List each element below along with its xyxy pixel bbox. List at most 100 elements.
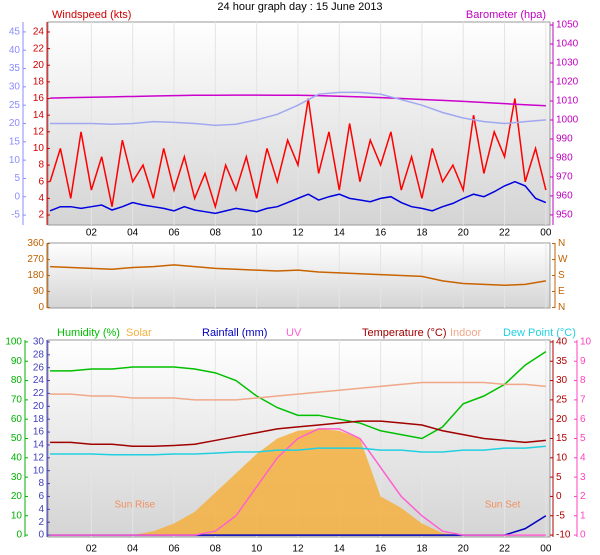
- y-tick-label: 50: [11, 433, 23, 444]
- y4-tick-label: 1: [580, 510, 586, 521]
- y2-tick-label: 1020: [556, 77, 579, 88]
- plot-area: [47, 242, 551, 309]
- y-axis-label: Windspeed (kts): [52, 9, 131, 21]
- y2-tick-label: 25: [556, 395, 568, 406]
- area: [50, 428, 546, 536]
- y3-tick-label: 40: [9, 45, 21, 56]
- y3-tick-label: 2: [38, 517, 44, 528]
- x-tick-label: 16: [375, 228, 387, 239]
- y2-tick-label: 980: [556, 153, 573, 164]
- y3-tick-label: 28: [33, 349, 45, 360]
- y-tick-label: 360: [27, 238, 44, 249]
- y4-tick-label: 6: [580, 414, 586, 425]
- y2-tick-label: 1050: [556, 20, 579, 31]
- y2-tick-label: 0: [556, 491, 562, 502]
- y-tick-label: 80: [11, 375, 23, 386]
- y4-tick-label: 7: [580, 395, 586, 406]
- y3-tick-label: 8: [38, 478, 44, 489]
- x-tick-label: 12: [292, 228, 304, 239]
- x-tick-label: 18: [416, 544, 428, 555]
- y-tick-label: 18: [33, 77, 45, 88]
- y4-tick-label: 2: [580, 491, 586, 502]
- y3-tick-label: 14: [33, 440, 45, 451]
- y3-tick-label: 20: [9, 118, 21, 129]
- x-tick-label: 04: [127, 228, 139, 239]
- y3-tick-label: 15: [9, 136, 21, 147]
- y2-tick-label: 20: [556, 414, 568, 425]
- x-tick-label: 16: [375, 544, 387, 555]
- y2-tick-label: -5: [556, 510, 565, 521]
- x-tick-label: 14: [334, 544, 346, 555]
- y3-tick-label: 0: [38, 530, 44, 541]
- x-tick-label: 20: [458, 544, 470, 555]
- y2-tick-label: N: [558, 302, 565, 313]
- y3-tick-label: 4: [38, 504, 44, 515]
- legend-entry: Rainfall (mm): [202, 327, 267, 339]
- y-tick-label: 20: [11, 491, 23, 502]
- y-tick-label: 8: [38, 160, 44, 171]
- x-tick-label: 18: [416, 228, 428, 239]
- x-tick-label: 08: [210, 228, 222, 239]
- y3-tick-label: 24: [33, 375, 45, 386]
- y-tick-label: 40: [11, 452, 23, 463]
- y2-tick-label: 5: [556, 472, 562, 483]
- y2-tick-label: 970: [556, 172, 573, 183]
- legend-entry: UV: [286, 327, 302, 339]
- y-tick-label: 10: [11, 510, 23, 521]
- x-tick-label: 02: [86, 228, 98, 239]
- y2-tick-label: 40: [556, 337, 568, 348]
- y3-tick-label: 10: [9, 155, 21, 166]
- y-tick-label: 24: [33, 27, 45, 38]
- legend-entry: Temperature (°C): [362, 327, 446, 339]
- x-tick-label: 08: [210, 544, 222, 555]
- y3-tick-label: 16: [33, 427, 45, 438]
- annotation: Sun Set: [485, 500, 521, 511]
- y3-tick-label: 45: [9, 27, 21, 38]
- y-tick-label: 270: [27, 254, 44, 265]
- x-tick-label: 02: [86, 544, 98, 555]
- y2-tick-label: W: [558, 254, 568, 265]
- y3-tick-label: 0: [14, 191, 20, 202]
- y3-tick-label: 6: [38, 491, 44, 502]
- y3-tick-label: 12: [33, 452, 45, 463]
- x-tick-label: 12: [292, 544, 304, 555]
- line: [50, 381, 546, 401]
- x-tick-label: 06: [168, 544, 180, 555]
- y4-tick-label: 4: [580, 452, 586, 463]
- y2-tick-label: 35: [556, 356, 568, 367]
- line: [50, 445, 546, 456]
- y3-tick-label: 10: [33, 465, 45, 476]
- y2-tick-label: E: [558, 286, 565, 297]
- line: [49, 98, 547, 210]
- x-tick-label: 20: [458, 228, 470, 239]
- annotation: Sun Rise: [114, 500, 155, 511]
- y2-tick-label: 1010: [556, 96, 579, 107]
- legend-entry: Indoor: [450, 327, 482, 339]
- y2-tick-label: -10: [556, 530, 571, 541]
- y2-tick-label: S: [558, 270, 565, 281]
- y-tick-label: 14: [33, 110, 45, 121]
- y2-tick-label: 1030: [556, 58, 579, 69]
- y3-tick-label: 30: [9, 81, 21, 92]
- y-tick-label: 20: [33, 60, 45, 71]
- y3-tick-label: 5: [14, 173, 20, 184]
- y-tick-label: 4: [38, 193, 44, 204]
- y2-tick-label: 10: [556, 452, 568, 463]
- y2-tick-label: 960: [556, 191, 573, 202]
- y2-tick-label: 990: [556, 134, 573, 145]
- y3-tick-label: 18: [33, 414, 45, 425]
- line: [50, 420, 546, 447]
- y-tick-label: 90: [33, 286, 45, 297]
- x-tick-label: 22: [499, 228, 511, 239]
- y3-tick-label: 22: [33, 388, 45, 399]
- y-tick-label: 16: [33, 93, 45, 104]
- y3-tick-label: 26: [33, 362, 45, 373]
- x-tick-label: 04: [127, 544, 139, 555]
- line: [50, 428, 546, 536]
- line: [50, 94, 546, 107]
- y-tick-label: 0: [38, 302, 44, 313]
- y4-tick-label: 9: [580, 356, 586, 367]
- y2-tick-label: 950: [556, 210, 573, 221]
- y4-tick-label: 10: [580, 337, 592, 348]
- y-tick-label: 90: [11, 356, 23, 367]
